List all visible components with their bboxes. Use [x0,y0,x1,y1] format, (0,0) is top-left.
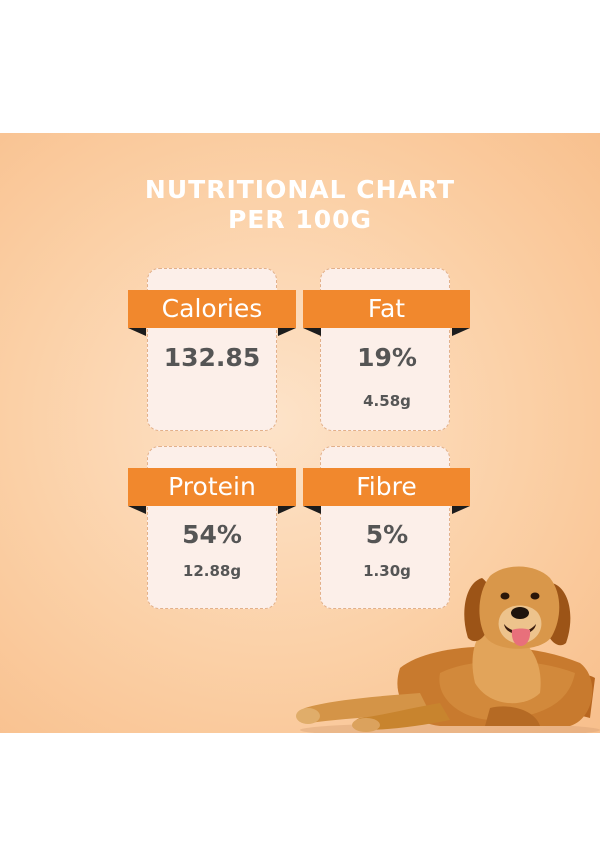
protein-value: 54% [182,520,242,549]
fat-amount: 4.58g [363,392,411,410]
ribbon-fold [128,328,146,336]
chart-title: NUTRITIONAL CHART PER 100G [0,175,600,235]
protein-amount: 12.88g [182,562,242,580]
calories-label: Calories [128,290,296,328]
protein-label: Protein [128,468,296,506]
ribbon-fold [452,506,470,514]
fibre-amount: 1.30g [363,562,411,580]
ribbon-fold [278,506,296,514]
ribbon-fold [303,328,321,336]
fibre-value: 5% [365,520,409,549]
fat-value: 19% [357,343,417,372]
fibre-label: Fibre [303,468,470,506]
ribbon-fold [128,506,146,514]
nutrition-panel: NUTRITIONAL CHART PER 100G Calories 132.… [0,133,600,733]
calories-value: 132.85 [163,343,261,372]
title-line-1: NUTRITIONAL CHART [144,175,456,204]
ribbon-fold [303,506,321,514]
ribbon-fold [452,328,470,336]
golden-retriever-dog-illustration [296,566,600,733]
title-line-2: PER 100G [227,205,373,234]
fat-label: Fat [303,290,470,328]
ribbon-fold [278,328,296,336]
